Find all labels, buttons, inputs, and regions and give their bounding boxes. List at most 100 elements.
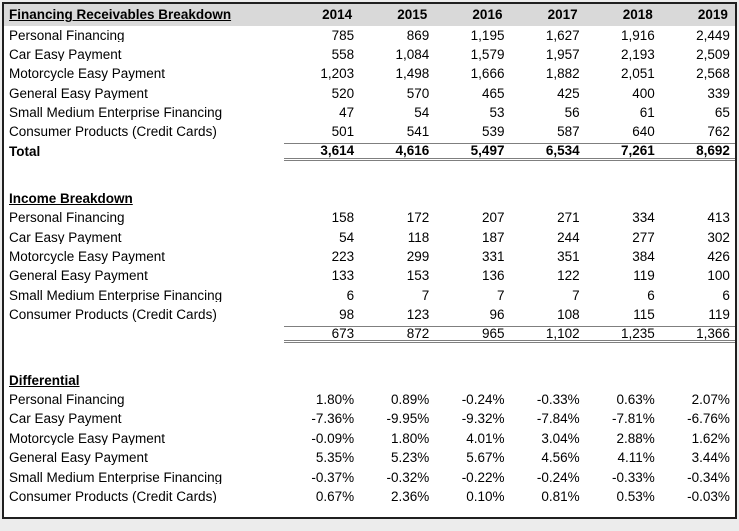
value-cell[interactable]: 207 [481,210,505,226]
value-cell[interactable]: 96 [489,307,505,323]
value-cell[interactable]: -0.32% [386,469,430,485]
value-cell[interactable]: 271 [557,210,580,226]
total-value-cell[interactable]: 8,692 [659,143,735,161]
value-cell[interactable]: 0.10% [466,488,505,504]
value-cell[interactable]: 187 [481,229,505,245]
value-cell[interactable]: 1,195 [470,27,505,43]
total-label-cell[interactable]: Total [9,145,41,159]
value-cell[interactable]: -9.95% [386,411,430,427]
total-value-cell[interactable]: 1,235 [584,325,660,344]
value-cell[interactable]: 2.88% [616,430,655,446]
year-header-cell[interactable]: 2019 [697,7,728,23]
value-cell[interactable]: 426 [707,249,730,265]
row-label-cell[interactable]: General Easy Payment [9,451,148,465]
year-header-cell[interactable]: 2016 [472,7,503,23]
total-value-cell[interactable]: 965 [434,325,510,344]
value-cell[interactable]: 1,627 [545,27,580,43]
value-cell[interactable]: 5.23% [391,450,430,466]
value-cell[interactable]: 5.35% [315,450,355,466]
value-cell[interactable]: 7 [496,287,505,303]
value-cell[interactable]: 123 [406,307,430,323]
value-cell[interactable]: 98 [339,307,355,323]
value-cell[interactable]: 47 [339,105,355,121]
value-cell[interactable]: 54 [414,105,430,121]
value-cell[interactable]: 400 [632,85,655,101]
value-cell[interactable]: 541 [406,124,430,140]
value-cell[interactable]: -0.22% [461,469,505,485]
value-cell[interactable]: 4.11% [617,450,655,466]
row-label-cell[interactable]: Motorcycle Easy Payment [9,67,166,81]
value-cell[interactable]: 1,916 [620,27,655,43]
value-cell[interactable]: 1,084 [395,46,430,62]
value-cell[interactable]: 4.01% [466,430,505,446]
value-cell[interactable]: 299 [406,249,430,265]
row-label-cell[interactable]: Consumer Products (Credit Cards) [9,125,217,139]
row-label-cell[interactable]: Car Easy Payment [9,230,122,245]
value-cell[interactable]: 1,666 [470,66,505,82]
value-cell[interactable]: 119 [708,307,730,323]
value-cell[interactable]: 2,193 [620,46,655,62]
value-cell[interactable]: 115 [633,307,655,323]
value-cell[interactable]: 119 [633,268,655,284]
value-cell[interactable]: -7.84% [536,411,580,427]
row-label-cell[interactable]: Motorcycle Easy Payment [9,431,166,446]
value-cell[interactable]: 158 [331,210,355,226]
total-value-cell[interactable]: 673 [284,325,360,344]
value-cell[interactable]: 5.67% [466,450,505,466]
value-cell[interactable]: 1,579 [470,46,505,62]
value-cell[interactable]: 1,957 [545,46,580,62]
total-value-cell[interactable]: 1,366 [659,325,735,344]
value-cell[interactable]: 520 [331,85,355,101]
row-label-cell[interactable]: General Easy Payment [9,86,148,101]
value-cell[interactable]: 1.80% [391,430,430,446]
value-cell[interactable]: 65 [714,105,730,121]
value-cell[interactable]: 465 [481,85,505,101]
value-cell[interactable]: 331 [481,249,505,265]
row-label-cell[interactable]: Consumer Products (Credit Cards) [9,489,217,504]
value-cell[interactable]: 2,568 [696,66,730,82]
value-cell[interactable]: -0.24% [461,392,505,407]
row-label-cell[interactable]: Motorcycle Easy Payment [9,250,166,264]
section-title-cell[interactable]: Income Breakdown [9,191,133,206]
value-cell[interactable]: 2.36% [391,488,430,504]
value-cell[interactable]: 2,051 [620,66,655,82]
value-cell[interactable]: 640 [632,124,655,140]
total-value-cell[interactable]: 5,497 [434,143,510,161]
value-cell[interactable]: 136 [481,268,505,284]
row-label-cell[interactable]: Personal Financing [9,28,125,43]
value-cell[interactable]: 558 [331,46,355,62]
value-cell[interactable]: -6.76% [687,411,730,427]
value-cell[interactable]: 2,509 [696,46,730,62]
row-label-cell[interactable]: Personal Financing [9,211,125,225]
value-cell[interactable]: 302 [707,229,730,245]
row-label-cell[interactable]: Consumer Products (Credit Cards) [9,308,217,322]
value-cell[interactable]: 6 [722,287,730,303]
value-cell[interactable]: 3.44% [691,450,730,466]
total-value-cell[interactable]: 1,102 [509,325,585,344]
value-cell[interactable]: 133 [331,268,355,284]
value-cell[interactable]: 108 [557,307,580,323]
value-cell[interactable]: 61 [639,105,655,121]
row-label-cell[interactable]: General Easy Payment [9,269,148,283]
value-cell[interactable]: 413 [707,210,730,226]
value-cell[interactable]: -0.34% [687,469,730,485]
row-label-cell[interactable]: Personal Financing [9,393,125,407]
value-cell[interactable]: 56 [564,105,580,121]
value-cell[interactable]: 0.67% [315,488,355,504]
value-cell[interactable]: 785 [331,27,355,43]
value-cell[interactable]: 6 [647,287,655,303]
year-header-cell[interactable]: 2017 [547,7,578,23]
year-header-cell[interactable]: 2018 [622,7,653,23]
value-cell[interactable]: 6 [346,287,355,303]
row-label-cell[interactable]: Small Medium Enterprise Financing [9,106,223,120]
value-cell[interactable]: 0.89% [391,392,430,407]
value-cell[interactable]: 2,449 [696,27,730,43]
value-cell[interactable]: 172 [406,210,430,226]
section-title-cell[interactable]: Financing Receivables Breakdown [9,8,232,22]
value-cell[interactable]: 869 [406,27,430,43]
value-cell[interactable]: -0.24% [536,469,580,485]
value-cell[interactable]: -0.33% [612,469,655,485]
value-cell[interactable]: 122 [557,268,580,284]
total-value-cell[interactable]: 4,616 [359,143,435,161]
row-label-cell[interactable]: Car Easy Payment [9,412,122,426]
